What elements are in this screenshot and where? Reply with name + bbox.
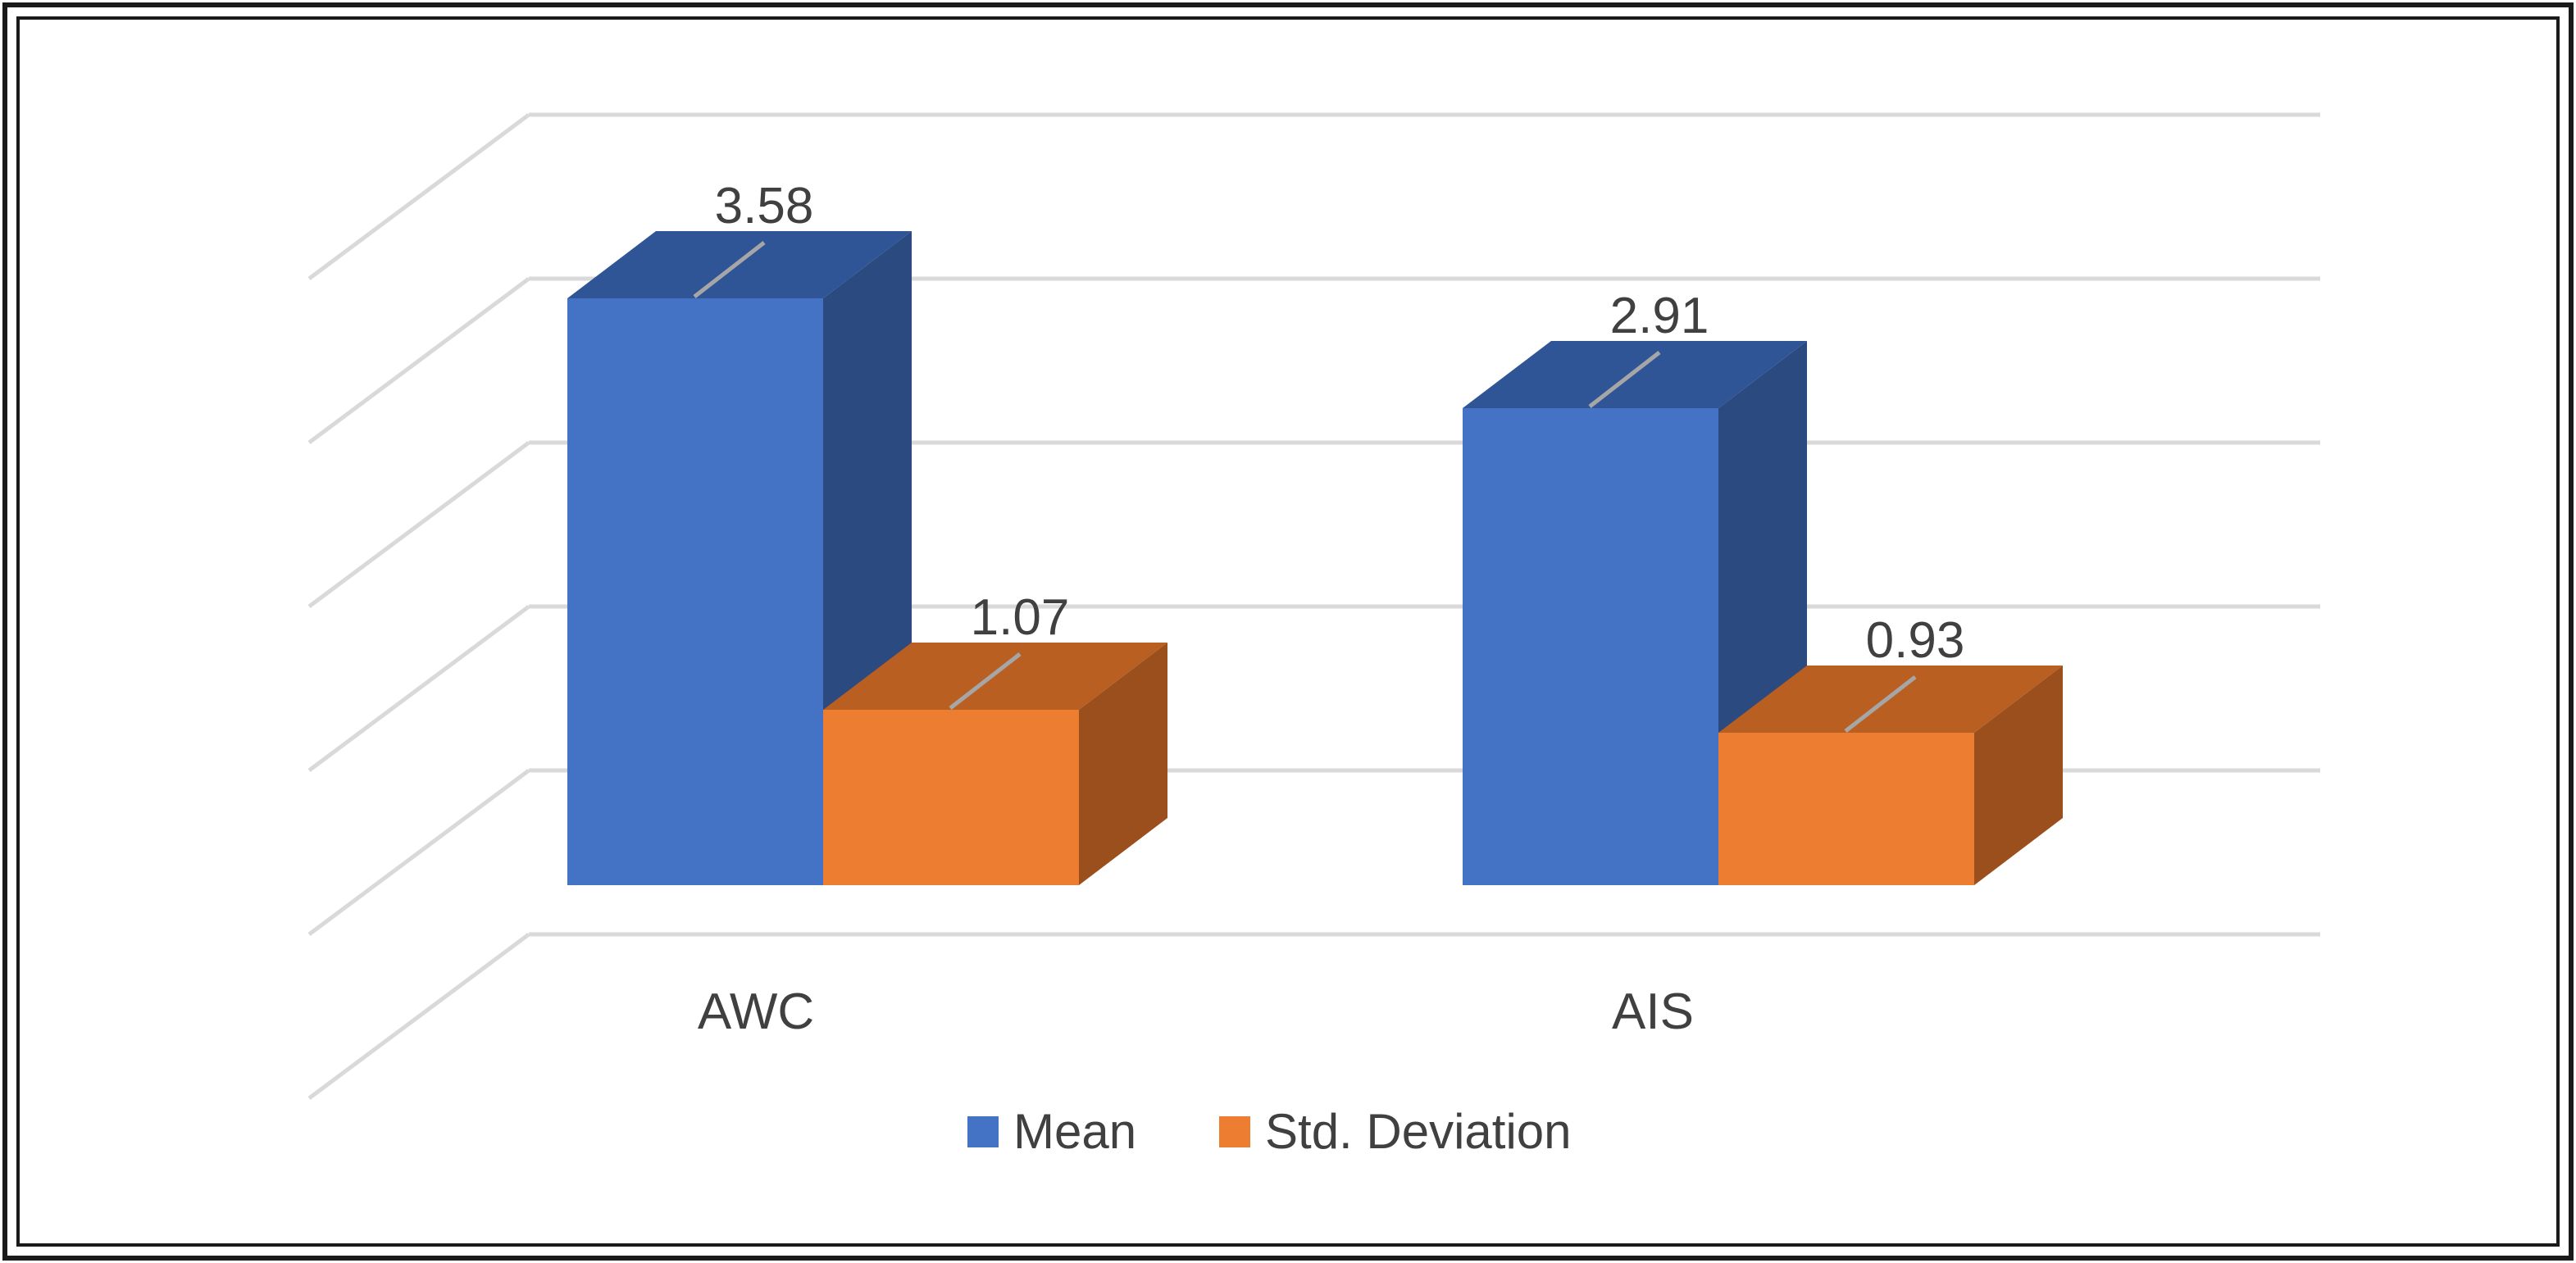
bar-awc-std-deviation (823, 710, 1079, 885)
bar-top-ais-std-deviation (1718, 666, 2063, 733)
category-label-awc: AWC (698, 984, 814, 1040)
data-label-awc-std-deviation: 1.07 (971, 589, 1070, 646)
gridline-diagonal (307, 112, 530, 281)
bar-top-awc-mean (567, 231, 912, 298)
bar-ais-mean (1463, 408, 1718, 885)
data-label-leader-awc-std-deviation (949, 652, 1022, 710)
legend-swatch-std-deviation (1219, 1116, 1250, 1147)
inner-border (16, 16, 2560, 1247)
bar-top-awc-std-deviation (823, 643, 1167, 710)
data-label-leader-ais-mean (1588, 351, 1661, 408)
plot-area: 3.58 1.07 2.91 0.93 (307, 112, 2320, 1101)
gridline-diagonal (307, 932, 530, 1101)
data-label-awc-mean: 3.58 (715, 178, 814, 234)
data-label-leader-awc-mean (693, 241, 766, 298)
gridline-diagonal (307, 768, 530, 937)
data-label-ais-std-deviation: 0.93 (1866, 612, 1965, 669)
legend-label-mean: Mean (1013, 1104, 1136, 1159)
bar-awc-mean (567, 298, 823, 885)
category-label-ais: AIS (1612, 984, 1694, 1040)
bar-side-awc-std-deviation (1079, 643, 1167, 885)
gridline-diagonal (307, 604, 530, 773)
gridline-diagonal (307, 276, 530, 445)
bar-ais-std-deviation (1718, 733, 1974, 885)
data-label-ais-mean: 2.91 (1610, 288, 1709, 344)
legend: Mean Std. Deviation (967, 1104, 1572, 1159)
legend-label-std-deviation: Std. Deviation (1265, 1104, 1572, 1159)
legend-swatch-mean (967, 1116, 999, 1147)
gridline-diagonal (307, 440, 530, 609)
bar-top-ais-mean (1463, 341, 1807, 408)
data-label-leader-ais-std-deviation (1844, 675, 1917, 733)
bar-side-ais-std-deviation (1974, 666, 2063, 885)
